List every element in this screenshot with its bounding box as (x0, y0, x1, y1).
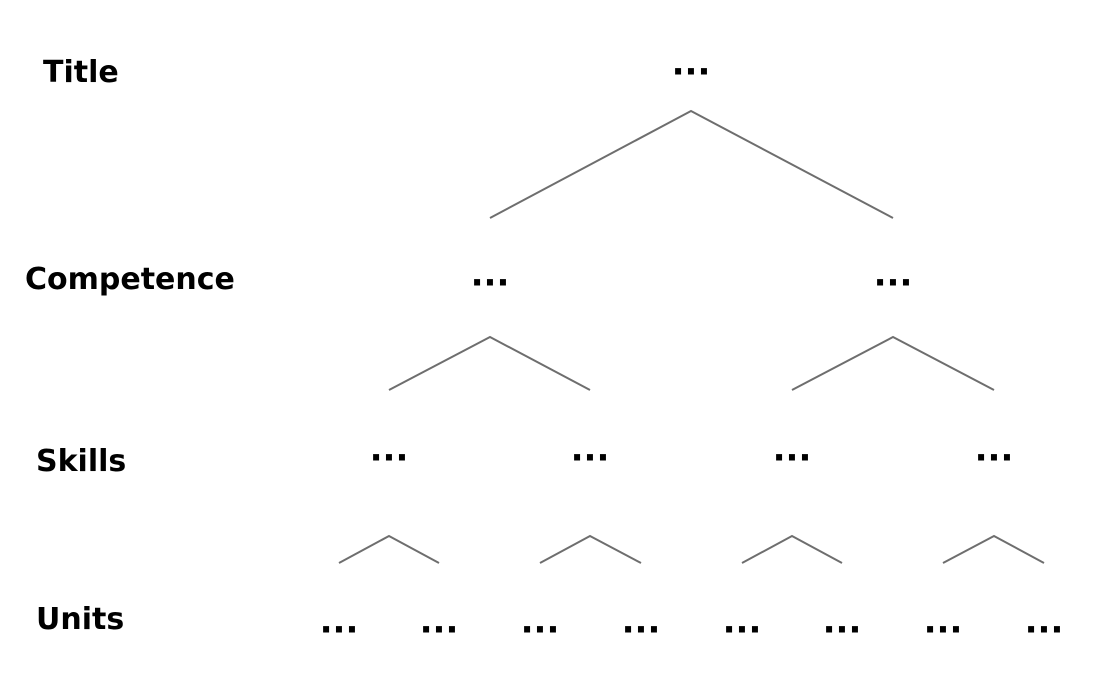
edge-skill-2-to-units (539, 534, 642, 564)
node-title: ··· (671, 52, 711, 92)
node-unit-1: ··· (319, 610, 359, 650)
level-label-title: Title (43, 55, 119, 90)
node-skill-3: ··· (772, 438, 812, 478)
node-unit-3: ··· (520, 610, 560, 650)
node-skill-1: ··· (369, 438, 409, 478)
node-competence-1: ··· (470, 263, 510, 303)
node-competence-2: ··· (873, 263, 913, 303)
node-unit-7: ··· (923, 610, 963, 650)
node-unit-6: ··· (822, 610, 862, 650)
node-unit-4: ··· (621, 610, 661, 650)
edge-competence-1-to-skills (388, 335, 591, 391)
node-unit-5: ··· (722, 610, 762, 650)
edge-skill-3-to-units (741, 534, 843, 564)
edge-skill-1-to-units (338, 534, 440, 564)
edge-title-to-competence (489, 109, 894, 219)
level-label-skills: Skills (36, 444, 127, 479)
level-label-competence: Competence (25, 262, 235, 297)
node-skill-2: ··· (570, 438, 610, 478)
level-label-units: Units (36, 602, 125, 637)
node-unit-2: ··· (419, 610, 459, 650)
node-skill-4: ··· (974, 438, 1014, 478)
edge-competence-2-to-skills (791, 335, 995, 391)
edge-skill-4-to-units (942, 534, 1045, 564)
node-unit-8: ··· (1024, 610, 1064, 650)
